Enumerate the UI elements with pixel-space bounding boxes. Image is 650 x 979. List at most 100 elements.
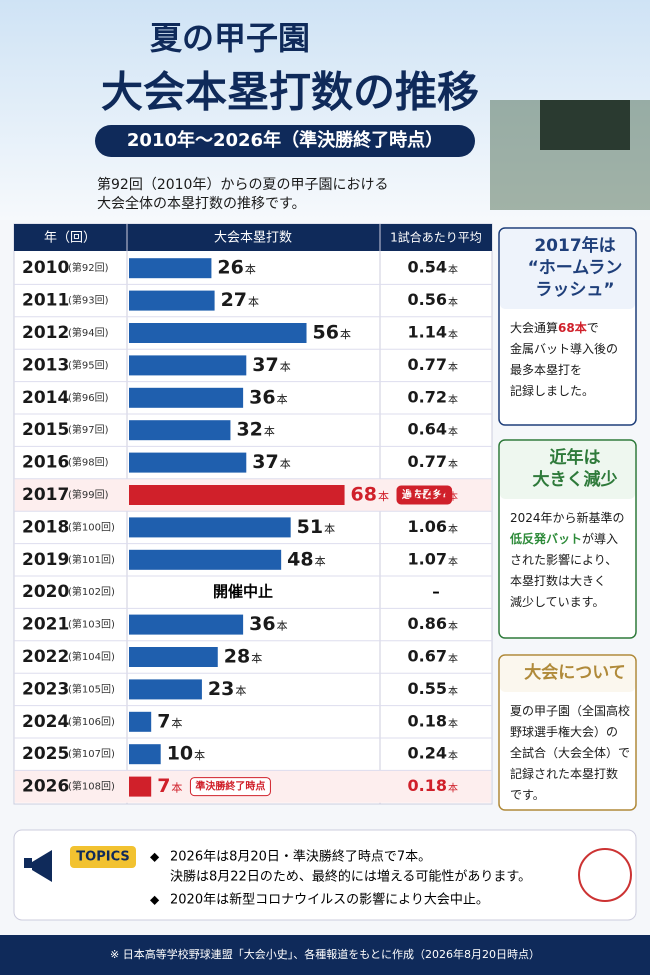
side-text: された影響により、 [510,552,617,567]
unit: 本 [448,555,458,568]
side-text: 低反発バット [509,531,582,546]
side-body: 本塁打数は大きく [510,573,606,588]
note-badge: 準決勝終了時点 [189,777,271,797]
side-body: 金属バット導入後の [510,341,618,356]
topics-box [13,829,637,921]
bar [129,614,244,635]
note: 過去最多! [401,488,447,501]
avg: 0.54 [408,258,447,277]
bar [129,711,152,732]
avg: 0.18 [408,776,447,795]
year: 2025 [22,744,69,764]
table-bg [13,223,493,805]
unit: 本 [171,716,182,730]
bullet: ◆ [150,893,160,907]
side-text: 大会通算 [510,320,558,335]
homers-value: 10 [167,743,193,765]
side-title: 2017年は [534,235,615,256]
unit: 本 [277,619,288,633]
homers-value: 37 [252,451,278,473]
period: 2010年〜2026年（準決勝終了時点） [127,129,443,151]
topic-item: 2020年は新型コロナウイルスの影響により大会中止。 [170,892,489,908]
unit: 本 [448,490,458,503]
avg: 0.18 [408,711,447,730]
year: 2021 [22,615,69,635]
side-title-bg [500,656,635,692]
unit: 本 [448,263,458,276]
unit: 本 [340,327,351,341]
side-title: 大会について [524,662,626,683]
year: 2019 [22,550,69,570]
side-text: 全試合（大会全体）で [510,745,630,760]
subtitle: 大会全体の本塁打数の推移です。 [97,195,306,212]
avg: 0.86 [408,614,447,633]
homers-value: 32 [236,419,262,441]
homers-value: 7 [157,710,170,732]
edition: (第108回) [68,780,115,793]
avg: 0.64 [408,420,447,439]
side-box [498,654,637,811]
avg: 1.42 [408,485,447,504]
unit: 本 [448,425,458,438]
avg: 0.55 [408,679,447,698]
edition: (第102回) [68,585,115,598]
edition: (第93回) [68,294,109,307]
edition: (第92回) [68,261,109,274]
year: 2011 [22,291,69,311]
homers-value: 23 [208,678,234,700]
side-body: です。 [510,788,545,802]
bar [129,420,231,441]
avg: 0.24 [408,744,447,763]
bar [129,452,247,473]
unit: 本 [235,683,246,697]
side-body: 記録された本塁打数 [510,766,618,781]
unit: 本 [448,749,458,762]
unit: 本 [448,458,458,471]
side-title: ラッシュ” [535,280,614,300]
bar [129,355,247,376]
unit: 本 [448,717,458,730]
topics-label: TOPICS [76,850,129,865]
side-text: 減少しています。 [510,594,604,609]
year: 2023 [22,679,69,699]
avg: 1.07 [408,549,447,568]
homers-value: 56 [313,322,339,344]
bar [129,517,291,538]
topic-item: 決勝は8月22日のため、最終的には増える可能性があります。 [170,869,531,885]
side-text: 夏の甲子園（全国高校 [510,703,630,718]
table-header [14,224,492,251]
unit: 本 [248,295,259,309]
scoreboard [540,100,630,150]
year: 2014 [22,388,69,408]
topics-label-bg [70,846,136,868]
note-badge-bg [189,777,271,797]
homers-label: 開催中止 [213,583,273,601]
side-text: 記録された本塁打数 [510,766,618,781]
side-title-bg [500,441,635,499]
side-text: が導入 [582,531,618,546]
unit: 本 [448,328,458,341]
column-header: 1試合あたり平均 [390,230,482,245]
side-text: 最多本塁打を [510,363,582,377]
bar [129,323,307,343]
edition: (第104回) [68,650,115,663]
edition: (第101回) [68,553,115,566]
edition: (第94回) [68,326,109,339]
note-badge-bg [396,485,453,505]
note: 準決勝終了時点 [195,780,265,793]
bar [129,485,345,505]
side-body: 大会通算68本で [510,320,599,335]
unit: 本 [280,359,291,373]
footer-bg [0,935,650,975]
bar [129,647,218,667]
side-body: 全試合（大会全体）で [510,745,630,760]
bar [129,679,202,700]
avg: 0.77 [408,355,447,374]
year: 2020 [22,582,69,602]
topic-item: 2026年は8月20日・準決勝終了時点で7本。 [170,849,431,865]
side-text: 2024年から新基準の [510,510,625,525]
side-title: 近年は [550,447,601,468]
side-text: 記録しました。 [510,383,594,398]
